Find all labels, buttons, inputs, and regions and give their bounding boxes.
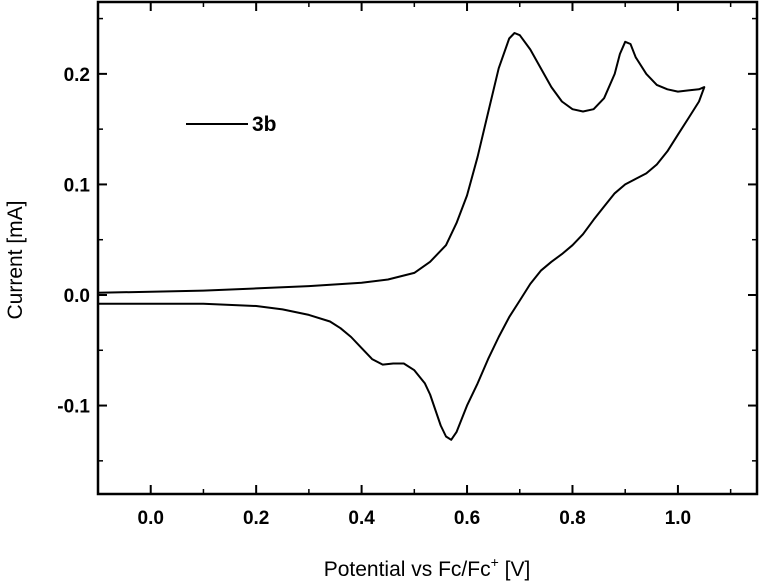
series-layer [97, 32, 706, 441]
y-tick-label: 0.0 [64, 286, 90, 307]
y-axis-ticks: -0.1 0.0 0.1 0.2 [57, 17, 757, 462]
x-tick-label: 0.8 [559, 508, 585, 529]
x-axis-title: Potential vs Fc/Fc+ [V] [324, 554, 531, 581]
legend-label-3b: 3b [252, 113, 277, 136]
legend: 3b [186, 113, 277, 136]
y-axis-title: Current [mA] [4, 200, 27, 319]
x-tick-label: 0.0 [138, 508, 164, 529]
plot-frame [96, 0, 759, 496]
y-tick-label: 0.2 [64, 65, 90, 86]
x-axis-title-main: Potential vs Fc/Fc [324, 558, 491, 581]
x-axis-ticks: 0.0 0.2 0.4 0.6 0.8 1.0 [97, 2, 732, 529]
x-axis-title-superscript: + [491, 554, 499, 570]
x-tick-label: 1.0 [665, 508, 691, 529]
x-tick-label: 0.4 [348, 508, 375, 529]
x-tick-label: 0.6 [454, 508, 480, 529]
x-tick-label: 0.2 [243, 508, 269, 529]
series-line-3b [97, 32, 706, 441]
x-axis-title-unit: [V] [499, 558, 531, 581]
y-tick-label: -0.1 [57, 397, 90, 418]
y-tick-label: 0.1 [64, 175, 91, 196]
